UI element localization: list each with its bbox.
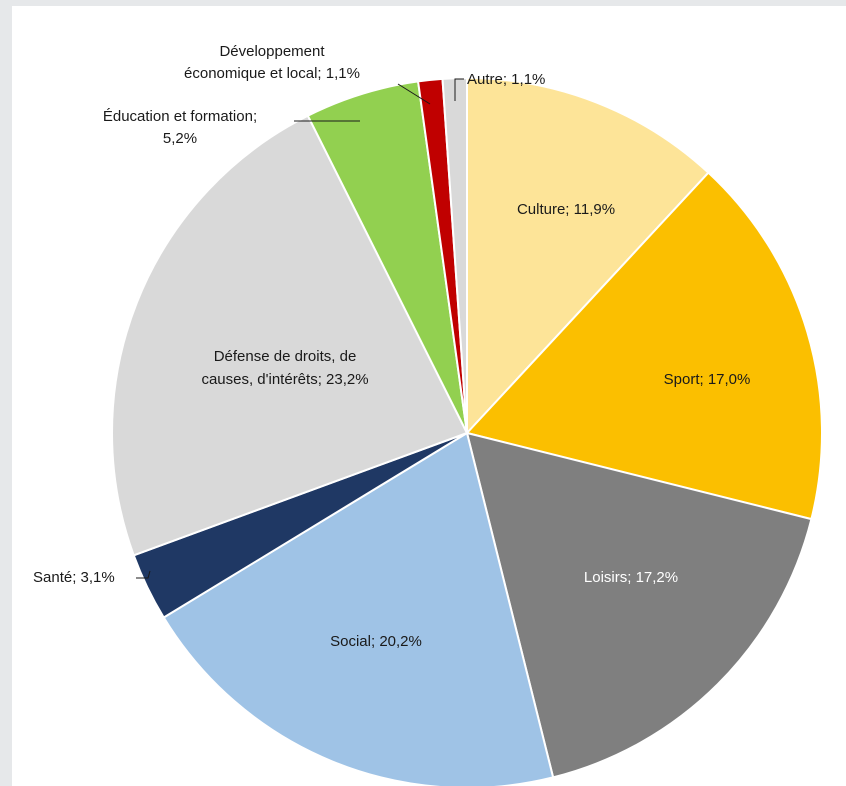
slice-label-loisirs: Loisirs; 17,2% <box>584 569 678 586</box>
slice-label-sante: Santé; 3,1% <box>33 569 115 586</box>
leader-line-autre <box>454 78 464 101</box>
slice-label-education-line1: Éducation et formation; <box>103 108 257 125</box>
pie-slice-social <box>162 431 555 786</box>
pie-slice-defense-de-droits-de-causes-d-interets <box>111 114 469 557</box>
pie-slice-culture <box>466 76 710 436</box>
pie-slice-loisirs <box>465 431 813 779</box>
slice-label-autre: Autre; 1,1% <box>467 71 545 88</box>
leader-line-developpement <box>397 83 431 105</box>
slice-label-social: Social; 20,2% <box>330 633 422 650</box>
slice-label-developpement-line2: économique et local; 1,1% <box>184 65 360 82</box>
pie-slices <box>111 76 823 786</box>
pie-slice-sport <box>465 171 823 521</box>
pie-slice-autre <box>441 76 468 434</box>
slice-label-defense-line1: Défense de droits, de <box>214 348 357 365</box>
slice-label-education-line2: 5,2% <box>163 130 197 147</box>
slice-label-defense-line2: causes, d'intérêts; 23,2% <box>201 371 368 388</box>
slice-label-developpement-line1: Développement <box>219 43 325 60</box>
slice-label-sport: Sport; 17,0% <box>664 371 751 388</box>
pie-labels: Culture; 11,9% Sport; 17,0% Loisirs; 17,… <box>33 43 750 650</box>
slice-label-culture: Culture; 11,9% <box>517 201 615 218</box>
leader-line-sante <box>136 570 151 579</box>
